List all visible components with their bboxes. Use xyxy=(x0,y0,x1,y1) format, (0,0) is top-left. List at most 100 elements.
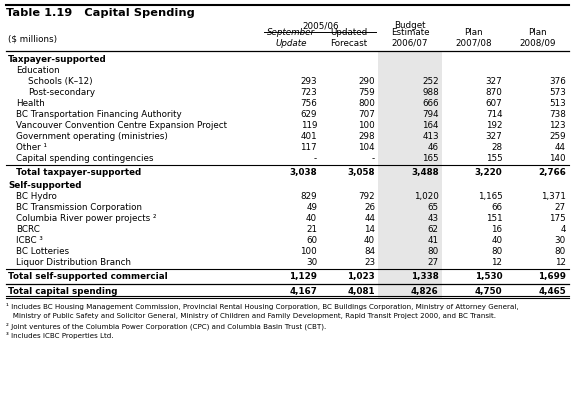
Text: 4,167: 4,167 xyxy=(289,287,317,296)
Text: 738: 738 xyxy=(549,110,566,119)
Text: Liquor Distribution Branch: Liquor Distribution Branch xyxy=(16,258,131,267)
Text: 1,699: 1,699 xyxy=(538,272,566,281)
Text: 259: 259 xyxy=(549,132,566,141)
Text: Plan
2007/08: Plan 2007/08 xyxy=(455,28,492,47)
Text: 829: 829 xyxy=(301,192,317,201)
Text: 666: 666 xyxy=(422,99,439,108)
Text: 60: 60 xyxy=(306,236,317,245)
Text: 40: 40 xyxy=(306,214,317,223)
Text: 1,020: 1,020 xyxy=(414,192,439,201)
Text: Ministry of Public Safety and Solicitor General, Ministry of Children and Family: Ministry of Public Safety and Solicitor … xyxy=(6,313,496,319)
Text: 40: 40 xyxy=(491,236,503,245)
Text: 26: 26 xyxy=(364,203,375,212)
Text: BC Transmission Corporation: BC Transmission Corporation xyxy=(16,203,142,212)
Text: 401: 401 xyxy=(301,132,317,141)
Text: 4,826: 4,826 xyxy=(411,287,439,296)
Text: 84: 84 xyxy=(364,247,375,256)
Text: 298: 298 xyxy=(359,132,375,141)
Text: 100: 100 xyxy=(300,247,317,256)
Text: 16: 16 xyxy=(492,225,503,234)
Text: 290: 290 xyxy=(359,77,375,86)
Text: 4,750: 4,750 xyxy=(475,287,503,296)
Text: ³ Includes ICBC Properties Ltd.: ³ Includes ICBC Properties Ltd. xyxy=(6,332,113,339)
Text: Other ¹: Other ¹ xyxy=(16,143,47,152)
Text: 629: 629 xyxy=(301,110,317,119)
Text: 43: 43 xyxy=(428,214,439,223)
Text: ² Joint ventures of the Columbia Power Corporation (CPC) and Columbia Basin Trus: ² Joint ventures of the Columbia Power C… xyxy=(6,322,326,330)
Text: Total capital spending: Total capital spending xyxy=(8,287,117,296)
Text: 252: 252 xyxy=(422,77,439,86)
Text: Self-supported: Self-supported xyxy=(8,181,82,190)
Text: 140: 140 xyxy=(549,154,566,164)
Text: 1,371: 1,371 xyxy=(541,192,566,201)
Text: Post-secondary: Post-secondary xyxy=(28,88,95,97)
Text: 21: 21 xyxy=(306,225,317,234)
Text: 175: 175 xyxy=(549,214,566,223)
Text: Taxpayer-supported: Taxpayer-supported xyxy=(8,55,107,64)
Text: -: - xyxy=(314,154,317,164)
Text: 714: 714 xyxy=(486,110,503,119)
Text: 44: 44 xyxy=(555,143,566,152)
Text: 12: 12 xyxy=(555,258,566,267)
Text: 30: 30 xyxy=(555,236,566,245)
Text: 327: 327 xyxy=(486,132,503,141)
Text: 3,220: 3,220 xyxy=(474,168,503,177)
Text: 27: 27 xyxy=(555,203,566,212)
Text: 1,338: 1,338 xyxy=(411,272,439,281)
Text: 12: 12 xyxy=(492,258,503,267)
Text: Budget: Budget xyxy=(394,21,426,31)
Text: Capital spending contingencies: Capital spending contingencies xyxy=(16,154,154,164)
Text: Columbia River power projects ²: Columbia River power projects ² xyxy=(16,214,156,223)
Text: 62: 62 xyxy=(428,225,439,234)
Text: ¹ Includes BC Housing Management Commission, Provincial Rental Housing Corporati: ¹ Includes BC Housing Management Commiss… xyxy=(6,303,519,310)
Text: 293: 293 xyxy=(301,77,317,86)
Text: Updated
Forecast: Updated Forecast xyxy=(331,28,368,47)
Text: 794: 794 xyxy=(422,110,439,119)
Text: 65: 65 xyxy=(428,203,439,212)
Text: 192: 192 xyxy=(486,121,503,130)
Text: 1,023: 1,023 xyxy=(347,272,375,281)
Text: -: - xyxy=(372,154,375,164)
Text: 756: 756 xyxy=(300,99,317,108)
Text: 800: 800 xyxy=(358,99,375,108)
Text: 164: 164 xyxy=(422,121,439,130)
Text: 3,058: 3,058 xyxy=(348,168,375,177)
Text: ICBC ³: ICBC ³ xyxy=(16,236,43,245)
Text: 119: 119 xyxy=(301,121,317,130)
Text: 30: 30 xyxy=(306,258,317,267)
Text: 46: 46 xyxy=(428,143,439,152)
Text: 41: 41 xyxy=(428,236,439,245)
Text: 66: 66 xyxy=(492,203,503,212)
Text: 80: 80 xyxy=(491,247,503,256)
Text: Health: Health xyxy=(16,99,45,108)
Text: Total self-supported commercial: Total self-supported commercial xyxy=(8,272,168,281)
Text: 49: 49 xyxy=(306,203,317,212)
Text: Estimate
2006/07: Estimate 2006/07 xyxy=(390,28,429,47)
Text: 792: 792 xyxy=(359,192,375,201)
Text: 2005/06: 2005/06 xyxy=(302,21,339,31)
Text: Total taxpayer-supported: Total taxpayer-supported xyxy=(16,168,141,177)
Text: 165: 165 xyxy=(422,154,439,164)
Text: BC Lotteries: BC Lotteries xyxy=(16,247,69,256)
Text: 413: 413 xyxy=(422,132,439,141)
Text: 151: 151 xyxy=(486,214,503,223)
Text: September
Update: September Update xyxy=(267,28,315,47)
Text: 988: 988 xyxy=(422,88,439,97)
Text: 723: 723 xyxy=(300,88,317,97)
Text: BC Transportation Financing Authority: BC Transportation Financing Authority xyxy=(16,110,182,119)
Text: 104: 104 xyxy=(359,143,375,152)
Text: 27: 27 xyxy=(428,258,439,267)
Text: 80: 80 xyxy=(427,247,439,256)
Text: 3,488: 3,488 xyxy=(411,168,439,177)
Text: Government operating (ministries): Government operating (ministries) xyxy=(16,132,168,141)
Text: 1,530: 1,530 xyxy=(475,272,503,281)
Text: 513: 513 xyxy=(549,99,566,108)
Text: BCRC: BCRC xyxy=(16,225,40,234)
Text: Education: Education xyxy=(16,66,60,75)
Text: Vancouver Convention Centre Expansion Project: Vancouver Convention Centre Expansion Pr… xyxy=(16,121,227,130)
Text: 28: 28 xyxy=(491,143,503,152)
Text: Schools (K–12): Schools (K–12) xyxy=(28,77,93,86)
Text: 870: 870 xyxy=(485,88,503,97)
Text: BC Hydro: BC Hydro xyxy=(16,192,57,201)
Bar xyxy=(378,51,442,298)
